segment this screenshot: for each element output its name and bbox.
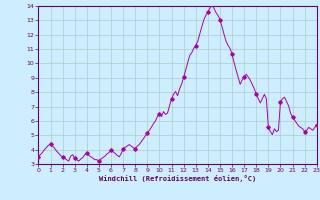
X-axis label: Windchill (Refroidissement éolien,°C): Windchill (Refroidissement éolien,°C) <box>99 175 256 182</box>
